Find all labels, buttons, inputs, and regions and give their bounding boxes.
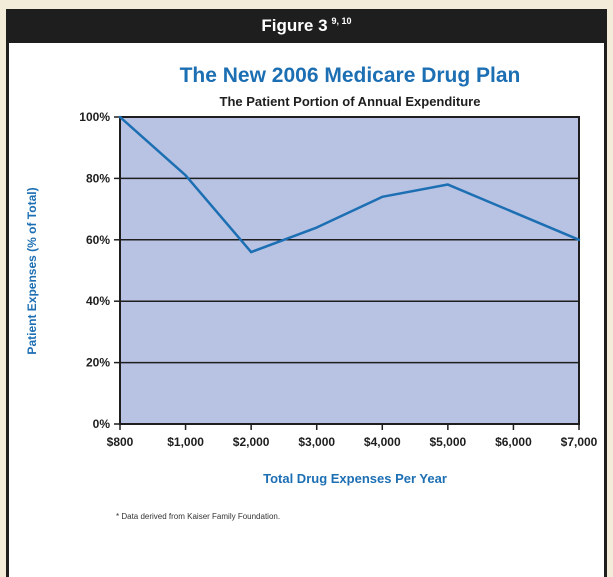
data-point [446,183,450,186]
y-tick-label: 40% [86,294,110,308]
data-point [512,210,515,214]
x-tick-label: $2,000 [233,435,270,449]
y-tick-label: 0% [93,417,111,431]
data-point [184,174,187,177]
y-tick-label: 20% [86,356,110,370]
y-axis-title: Patient Expenses (% of Total) [25,187,39,354]
x-tick-label: $1,000 [167,435,204,449]
x-tick-label: $7,000 [561,435,598,449]
data-point [577,238,581,241]
x-axis-title: Total Drug Expenses Per Year [263,471,447,486]
y-tick-label: 80% [86,171,110,185]
x-tick-label: $6,000 [495,435,532,449]
data-point [315,226,318,229]
figure-label: Figure 3 [261,16,328,35]
figure-header: Figure 3 9, 10 [6,9,607,43]
y-axis-ticks: 0% 20% 40% 60% 80% 100% [79,110,120,431]
x-axis-ticks: $800 $1,000 $2,000 $3,000 $4,000 $5,000 $6,000… [107,424,598,449]
x-tick-label: $5,000 [430,435,467,449]
x-tick-label: $4,000 [364,435,401,449]
plot-area [119,116,580,425]
series-group [118,115,581,254]
data-point [381,195,384,199]
chart-subtitle: The Patient Portion of Annual Expenditur… [220,94,481,109]
y-tick-label: 60% [86,233,110,247]
data-point [118,115,122,119]
x-tick-label: $800 [107,435,134,449]
footnote: * Data derived from Kaiser Family Founda… [116,512,281,521]
x-tick-label: $3,000 [298,435,335,449]
grid-lines [120,177,579,364]
y-tick-label: 100% [79,110,110,124]
figure-refs: 9, 10 [331,16,352,26]
chart-title: The New 2006 Medicare Drug Plan [180,64,521,87]
series-line [119,116,580,254]
data-point [249,250,253,254]
